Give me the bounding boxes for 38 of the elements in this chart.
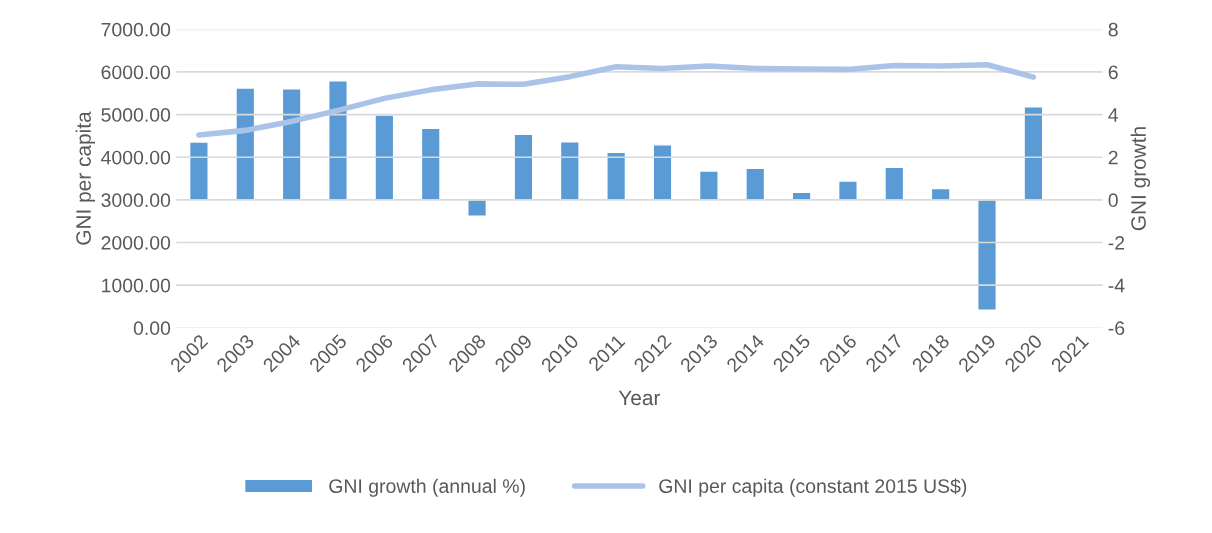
legend-label: GNI per capita (constant 2015 US$): [659, 478, 967, 497]
bar: [745, 167, 766, 201]
bar: [698, 170, 719, 201]
y2-tick-label: 4: [1108, 108, 1119, 122]
legend-label: GNI growth (annual %): [329, 478, 525, 497]
y-tick-label: 7000.00: [101, 22, 171, 37]
y-tick-label: 6000.00: [101, 65, 171, 80]
y2-tick-label: -2: [1108, 235, 1125, 250]
y-tick-label: 5000.00: [101, 108, 171, 122]
x-axis-title: Year: [618, 390, 661, 406]
y2-tick-label: -4: [1108, 278, 1125, 293]
y-tick-label: 4000.00: [101, 150, 171, 165]
bar: [420, 127, 441, 201]
y-axis-title: GNI per capita: [75, 111, 96, 245]
y2-tick-label: 8: [1108, 22, 1118, 37]
bar: [1023, 106, 1044, 201]
bar: [235, 87, 256, 201]
bar: [188, 141, 209, 201]
bar: [652, 144, 673, 201]
y2-tick-label: 2: [1108, 150, 1118, 165]
y2-tick-label: -6: [1108, 321, 1125, 336]
bar: [837, 180, 858, 201]
bar: [281, 88, 302, 201]
y2-tick-label: 0: [1108, 193, 1118, 208]
bar: [513, 133, 534, 201]
bar: [467, 199, 488, 217]
bar: [977, 199, 997, 311]
bar: [374, 114, 395, 201]
y-tick-label: 1000.00: [102, 278, 171, 293]
bar: [884, 166, 905, 201]
bar: [328, 80, 348, 201]
bar: [559, 141, 580, 201]
y2-tick-label: 6: [1108, 65, 1118, 80]
y-tick-label: 2000.00: [101, 235, 171, 250]
y-tick-label: 3000.00: [101, 193, 171, 208]
y-tick-label: 0.00: [133, 321, 171, 336]
y2-axis-title: GNI growth: [1130, 127, 1151, 231]
bar: [606, 151, 627, 201]
